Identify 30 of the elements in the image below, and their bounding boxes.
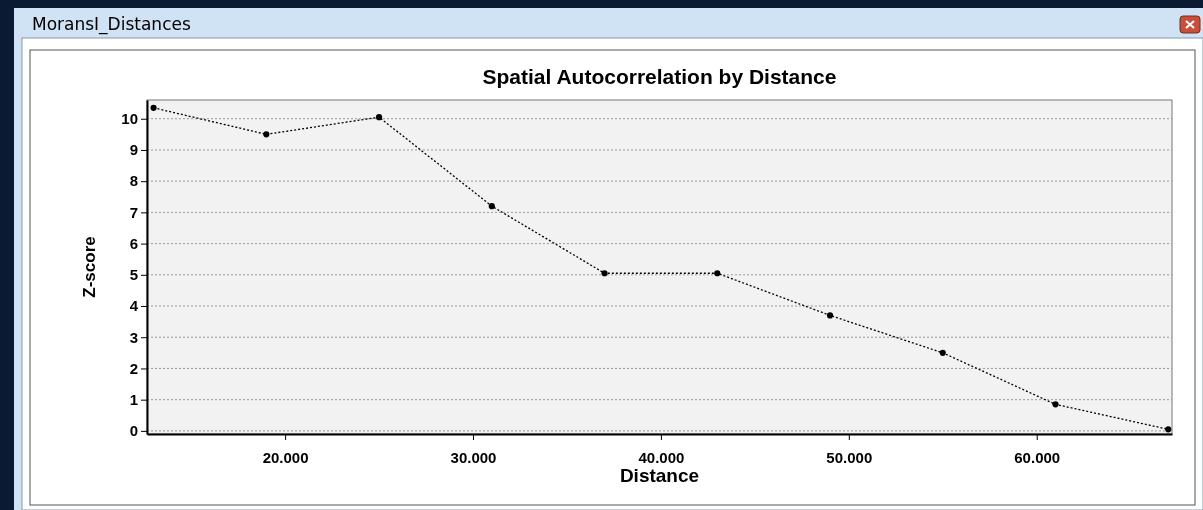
point (826, 312, 834, 319)
text: MoransI_Distances (32, 14, 191, 35)
point (150, 104, 157, 111)
y-tick-label: 0 (129, 422, 138, 440)
point (939, 349, 946, 356)
y-tick-label: 7 (129, 203, 138, 221)
y-tick-label: 6 (129, 234, 138, 252)
point (488, 203, 495, 210)
x-tick-label: 40.000 (638, 448, 685, 466)
x-tick-label: 20.000 (262, 448, 309, 466)
y-tick-label: 4 (129, 297, 139, 315)
y-tick-label: 2 (129, 359, 138, 377)
y-tick-label: 10 (121, 110, 138, 128)
y-tick-label: 9 (129, 141, 138, 159)
y-tick-label: 5 (129, 266, 138, 284)
x-tick-label: 50.000 (826, 448, 873, 466)
chart-title: Spatial Autocorrelation by Distance (482, 65, 837, 88)
y-tick-label: 8 (129, 172, 138, 190)
x-tick-label: 60.000 (1014, 448, 1061, 466)
point (714, 270, 721, 277)
point (1052, 401, 1059, 408)
y-tick-label: 3 (129, 328, 138, 346)
point (601, 270, 608, 277)
point (375, 114, 383, 121)
y-tick-label: 1 (129, 390, 138, 408)
x-axis-title: Distance (619, 465, 700, 486)
point (1165, 426, 1172, 433)
point (263, 131, 270, 138)
x-tick-label: 30.000 (450, 448, 497, 466)
y-axis-title: Z-score (80, 236, 99, 298)
